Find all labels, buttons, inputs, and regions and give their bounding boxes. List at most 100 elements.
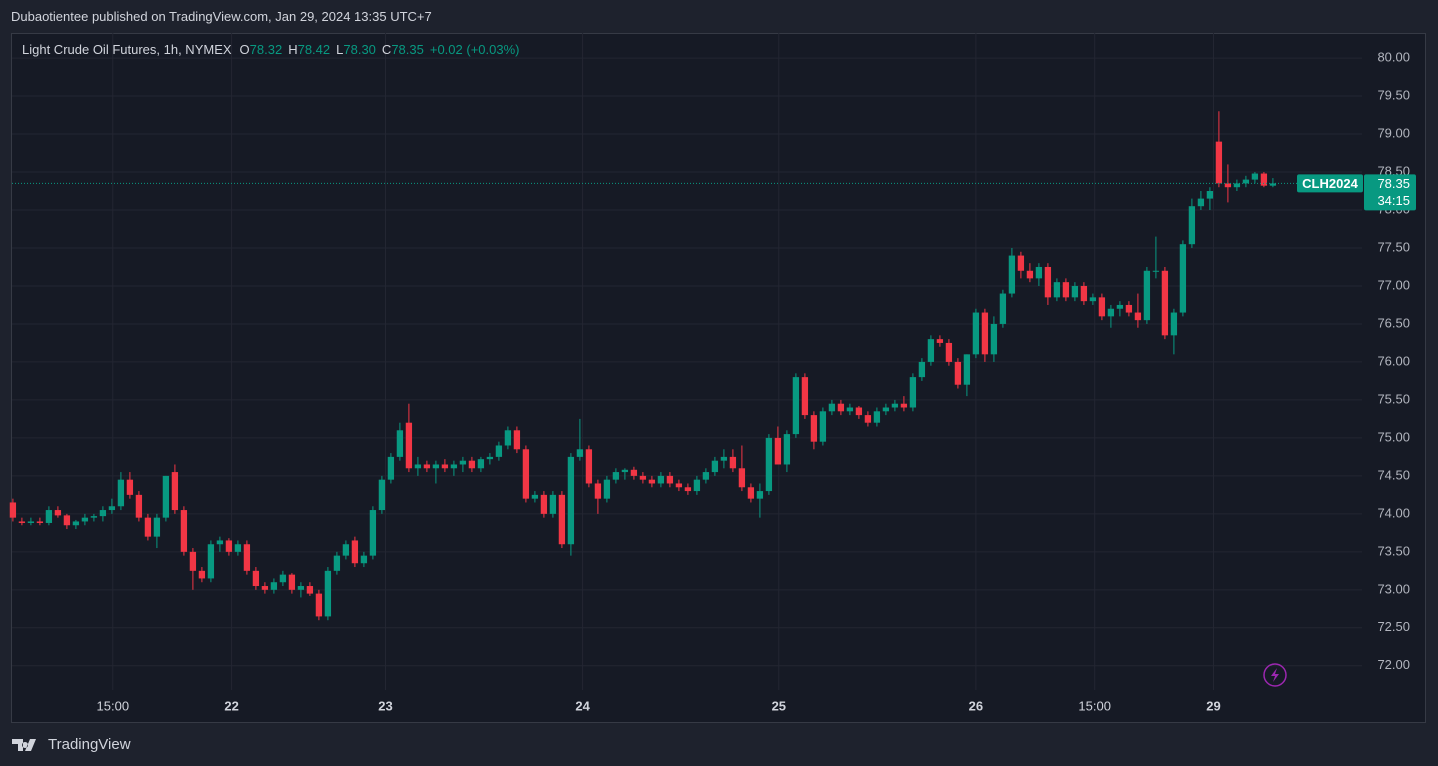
- candle-body: [1260, 173, 1268, 186]
- legend: Light Crude Oil Futures, 1h, NYMEX O78.32…: [22, 42, 519, 57]
- candle-body: [315, 593, 323, 617]
- candle-body: [702, 472, 710, 480]
- candle-body: [252, 570, 260, 587]
- candle-body: [225, 540, 233, 552]
- x-tick-label: 25: [772, 698, 786, 713]
- ohlc-key: H: [288, 42, 297, 57]
- candle-body: [144, 517, 152, 537]
- candle-body: [1224, 183, 1232, 188]
- candle-body: [189, 551, 197, 571]
- y-tick-label: 75.00: [1377, 429, 1410, 444]
- candle-body: [1008, 255, 1016, 294]
- candle-body: [1089, 297, 1097, 302]
- candle-body: [396, 430, 404, 457]
- candle-body: [1251, 173, 1259, 180]
- candle-body: [801, 377, 809, 416]
- x-tick-label: 15:00: [1078, 698, 1111, 713]
- footer: TradingView: [12, 736, 131, 753]
- tv-logo: [12, 738, 36, 751]
- candle-body: [567, 456, 575, 545]
- candle-body: [684, 487, 692, 492]
- candle-body: [576, 449, 584, 457]
- ohlc-value: 78.32: [250, 42, 283, 57]
- candle-body: [954, 361, 962, 385]
- ohlc-key: L: [336, 42, 343, 57]
- candle-body: [135, 494, 143, 518]
- candle-body: [657, 475, 665, 484]
- candle-body: [873, 411, 881, 423]
- candle-body: [639, 475, 647, 480]
- candle-body: [369, 510, 377, 556]
- candle-body: [756, 491, 764, 499]
- candle-body: [693, 479, 701, 492]
- y-tick-label: 74.50: [1377, 467, 1410, 482]
- candle-body: [234, 544, 242, 552]
- symbol-tag: [1297, 174, 1363, 193]
- candle-body: [855, 407, 863, 416]
- candle-body: [909, 377, 917, 408]
- countdown-label: 34:15: [1377, 193, 1410, 208]
- candle-body: [54, 510, 62, 516]
- candle-body: [162, 475, 170, 518]
- x-tick-label: 29: [1206, 698, 1220, 713]
- candle-body: [1197, 198, 1205, 207]
- ohlc-value: 78.35: [391, 42, 424, 57]
- candle-body: [783, 434, 791, 465]
- candle-body: [441, 464, 449, 469]
- candle-body: [972, 312, 980, 355]
- candle-body: [450, 464, 458, 469]
- candle-body: [1152, 270, 1160, 272]
- candle-body: [414, 464, 422, 469]
- brand: TradingView: [48, 736, 131, 753]
- candle-body: [918, 361, 926, 378]
- ohlc-value: 78.30: [343, 42, 376, 57]
- candle-body: [612, 472, 620, 480]
- candle-body: [792, 377, 800, 435]
- candle-body: [882, 407, 890, 412]
- x-tick-label: 24: [575, 698, 590, 713]
- candle-body: [738, 468, 746, 488]
- candle-body: [594, 483, 602, 499]
- candle-body: [648, 479, 656, 484]
- legend-title: Light Crude Oil Futures, 1h, NYMEX: [22, 42, 232, 57]
- candle-body: [108, 506, 116, 511]
- candle-body: [270, 582, 278, 590]
- y-tick-label: 72.50: [1377, 619, 1410, 634]
- y-tick-label: 79.50: [1377, 87, 1410, 102]
- candle-body: [1071, 285, 1079, 298]
- ohlc-key: C: [382, 42, 391, 57]
- candle-body: [1035, 266, 1043, 279]
- y-tick-label: 72.00: [1377, 657, 1410, 672]
- candle-body: [963, 354, 971, 385]
- candle-body: [990, 323, 998, 355]
- candle-body: [1134, 312, 1142, 321]
- candle-body: [666, 475, 674, 484]
- candle-body: [243, 544, 251, 571]
- ohlc-key: O: [240, 42, 250, 57]
- candle-body: [558, 494, 566, 545]
- candle-body: [216, 540, 224, 545]
- candle-body: [1143, 270, 1151, 321]
- candle-body: [432, 464, 440, 469]
- candle-body: [36, 521, 44, 523]
- candle-body: [99, 510, 107, 517]
- y-tick-label: 74.00: [1377, 505, 1410, 520]
- candle-body: [846, 407, 854, 412]
- candle-body: [1206, 191, 1214, 199]
- candle-body: [522, 449, 530, 499]
- candle-body: [1170, 312, 1178, 336]
- candle-body: [387, 456, 395, 480]
- candle-body: [819, 411, 827, 442]
- candle-body: [1098, 297, 1106, 317]
- candle-body: [1233, 183, 1241, 188]
- candle-body: [468, 460, 476, 469]
- candle-body: [1062, 282, 1070, 298]
- alert-icon[interactable]: [1263, 663, 1287, 687]
- candle-body: [477, 459, 485, 469]
- change-label: +0.02 (+0.03%): [430, 42, 520, 57]
- candle-body: [531, 494, 539, 499]
- candle-body: [81, 517, 89, 522]
- candle-body: [1026, 270, 1034, 279]
- candle-body: [261, 586, 269, 590]
